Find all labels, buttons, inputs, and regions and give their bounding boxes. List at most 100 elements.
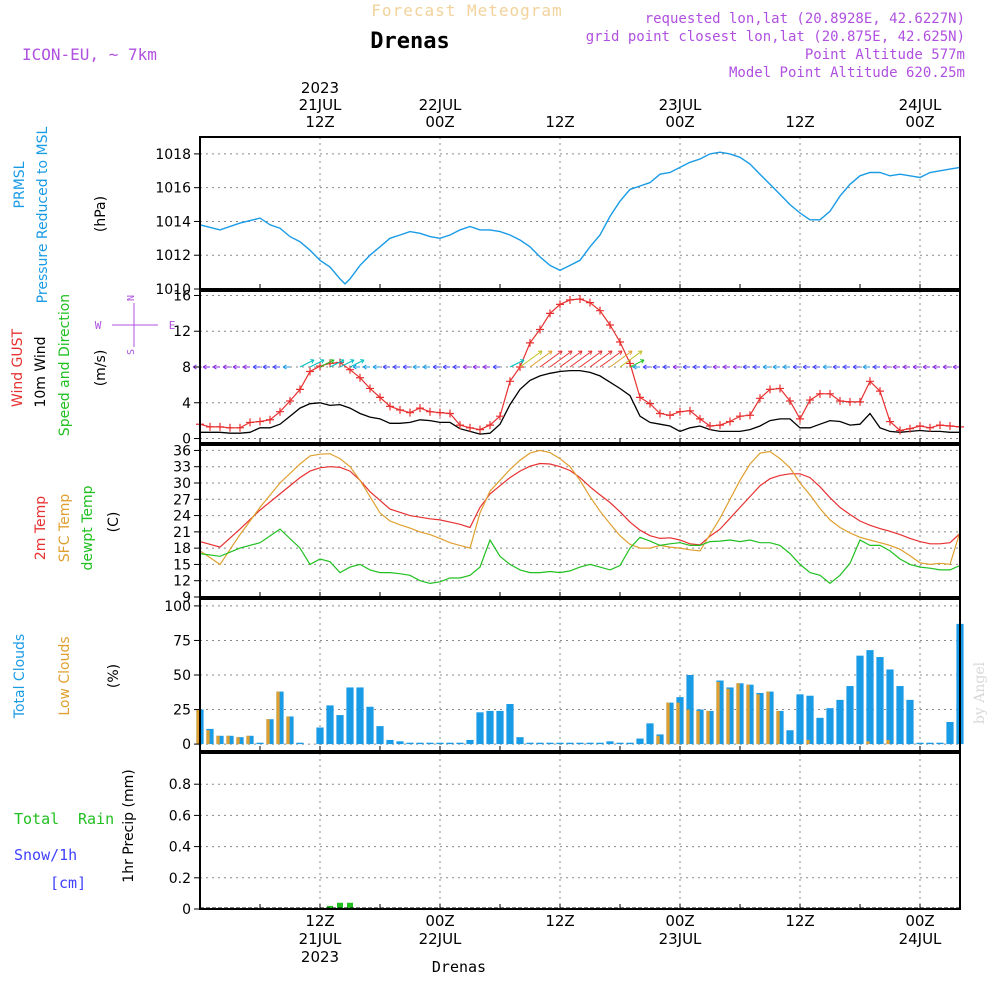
pressure-msl-label: Pressure Reduced to MSL bbox=[35, 126, 51, 303]
total-cloud-bar bbox=[506, 704, 514, 745]
total-cloud-bar bbox=[456, 742, 464, 745]
low-cloud-bar bbox=[246, 735, 250, 745]
top-time-label: 22JUL bbox=[419, 96, 462, 114]
snow-label: Snow/1h bbox=[14, 846, 77, 864]
total-cloud-bar bbox=[406, 742, 414, 745]
gust-marker bbox=[706, 422, 714, 431]
total-cloud-bar bbox=[876, 657, 884, 745]
gust-marker bbox=[246, 418, 254, 427]
gust-marker bbox=[476, 425, 484, 434]
total-cloud-bar bbox=[716, 680, 724, 745]
total-cloud-bar bbox=[806, 695, 814, 745]
total-cloud-bar bbox=[896, 686, 904, 745]
wind-arrow-head bbox=[212, 364, 217, 370]
bottom-time-label: 22JUL bbox=[419, 930, 462, 948]
wind-arrow-head bbox=[772, 364, 777, 370]
total-cloud-bar bbox=[346, 687, 354, 745]
bottom-time-label: 00Z bbox=[905, 912, 934, 930]
wind-arrow-head bbox=[639, 359, 645, 364]
low-cloud-bar bbox=[806, 739, 810, 745]
requested-coords: requested lon,lat (20.8928E, 42.6227N) bbox=[645, 11, 965, 27]
bottom-time-label: 00Z bbox=[665, 912, 694, 930]
gust-marker bbox=[416, 404, 424, 413]
gust-marker bbox=[676, 407, 684, 416]
wind-arrow-head bbox=[597, 350, 603, 355]
wind-arrow-head bbox=[567, 350, 573, 355]
wind-arrow-head bbox=[627, 350, 633, 355]
wind-arrow-head bbox=[942, 364, 947, 370]
total-cloud-bar bbox=[776, 710, 784, 745]
low-cloud-bar bbox=[216, 735, 220, 745]
y-tick-label-pressure: 1016 bbox=[155, 181, 191, 197]
wind-arrow-head bbox=[882, 364, 887, 370]
wind-arrow-head bbox=[632, 364, 637, 370]
bottom-time-label: 23JUL bbox=[659, 930, 702, 948]
rain-bar bbox=[347, 902, 353, 909]
y-tick-label-temperature: 9 bbox=[182, 590, 191, 606]
total-cloud-bar bbox=[926, 742, 934, 745]
top-time-label: 21JUL bbox=[299, 96, 342, 114]
wind-arrow-head bbox=[802, 364, 807, 370]
total-cloud-bar bbox=[526, 742, 534, 745]
pressure-unit-label: (hPa) bbox=[93, 196, 109, 232]
y-tick-label-temperature: 33 bbox=[173, 460, 191, 476]
low-cloud-bar bbox=[756, 694, 760, 745]
total-cloud-bar bbox=[706, 710, 714, 745]
y-tick-label-temperature: 21 bbox=[173, 525, 191, 541]
rain-bar bbox=[337, 902, 343, 909]
total-cloud-bar bbox=[616, 742, 624, 745]
temp-unit-label: (C) bbox=[106, 512, 122, 533]
total-cloud-bar bbox=[566, 742, 574, 745]
total-cloud-bar bbox=[656, 734, 664, 745]
gust-marker bbox=[566, 295, 574, 304]
gust-marker bbox=[366, 384, 374, 393]
wind-arrow-head bbox=[537, 350, 543, 355]
y-tick-label-temperature: 18 bbox=[173, 541, 191, 557]
total-cloud-bar bbox=[496, 710, 504, 745]
total-cloud-bar bbox=[886, 669, 894, 745]
wind-arrow-head bbox=[519, 359, 525, 364]
wind-arrow-head bbox=[842, 364, 847, 370]
wind-arrow bbox=[529, 350, 553, 368]
total-cloud-bar bbox=[916, 742, 924, 745]
total-cloud-bar bbox=[386, 739, 394, 745]
gust-marker bbox=[356, 373, 364, 382]
gust-marker bbox=[626, 359, 634, 368]
temp-line-t2m bbox=[199, 462, 961, 548]
top-time-label: 2023 bbox=[301, 79, 339, 97]
gust-marker bbox=[586, 298, 594, 307]
wind-arrow-head bbox=[222, 364, 227, 370]
dewpt-label: dewpt Temp bbox=[80, 485, 96, 570]
gust-marker bbox=[546, 309, 554, 318]
gust-marker bbox=[916, 422, 924, 431]
y-tick-label-clouds: 0 bbox=[182, 737, 191, 753]
wind-arrow-head bbox=[362, 364, 367, 370]
pressure-line bbox=[199, 151, 961, 285]
wind-arrow bbox=[569, 350, 593, 368]
compass-west: W bbox=[95, 319, 102, 332]
gust-marker bbox=[816, 389, 824, 398]
low-cloud-bar bbox=[866, 741, 870, 745]
gust-marker bbox=[226, 423, 234, 432]
gust-marker bbox=[686, 406, 694, 415]
gust-marker bbox=[886, 417, 894, 426]
rain-bar bbox=[327, 905, 333, 909]
low-cloud-bar bbox=[696, 710, 700, 745]
precip-labels: Total Rain Snow/1h [cm] 1hr Precip (mm) bbox=[14, 769, 137, 892]
gust-marker bbox=[796, 414, 804, 423]
low-cloud-bar bbox=[686, 709, 690, 745]
wind-arrow-head bbox=[482, 364, 487, 370]
top-time-label: 12Z bbox=[785, 113, 814, 131]
wind-arrow-head bbox=[672, 364, 677, 370]
gust-marker bbox=[436, 408, 444, 417]
credit-watermark: by Angel bbox=[972, 661, 988, 724]
total-cloud-bar bbox=[636, 738, 644, 745]
total-cloud-bar bbox=[936, 742, 944, 745]
low-cloud-bar bbox=[706, 710, 710, 745]
wind-arrow-head bbox=[577, 350, 583, 355]
wind-arrow bbox=[589, 350, 613, 368]
low-cloud-bar bbox=[676, 702, 680, 745]
wind-arrow-head bbox=[492, 364, 497, 370]
y-tick-label-pressure: 1010 bbox=[155, 282, 191, 298]
wind-arrow-head bbox=[932, 364, 937, 370]
